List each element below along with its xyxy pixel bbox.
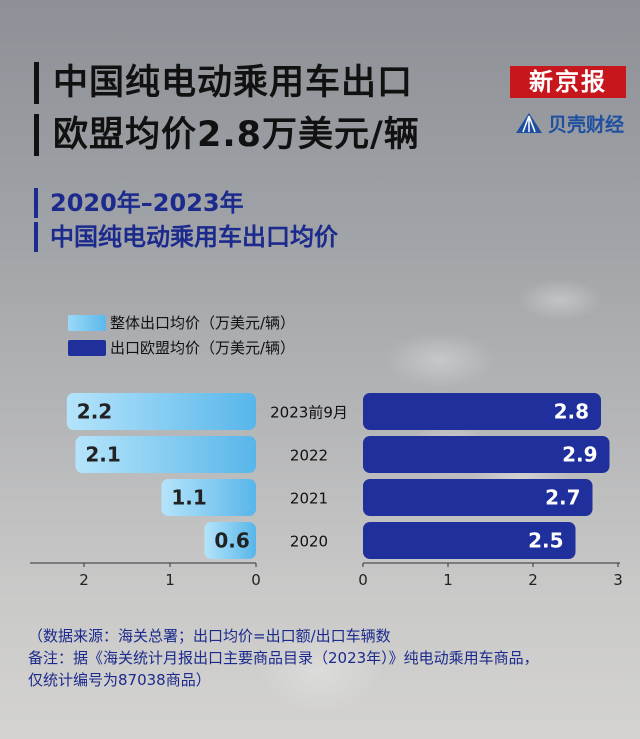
label-eu-2: 2.7 xyxy=(545,486,580,510)
right-tick-label-3: 3 xyxy=(613,571,623,589)
beike-caijing-logo: 贝壳财经 xyxy=(514,110,624,137)
label-eu-3: 2.5 xyxy=(528,529,563,553)
legend-eu: 出口欧盟均价（万美元/辆） xyxy=(68,337,295,358)
left-tick-label-0: 2 xyxy=(79,571,89,589)
bar-eu-1 xyxy=(363,436,610,473)
main-title-line1: 中国纯电动乘用车出口 xyxy=(34,62,413,104)
bar-overall-3 xyxy=(204,522,256,559)
legend-label-eu: 出口欧盟均价（万美元/辆） xyxy=(110,339,296,357)
main-title-line2: 欧盟均价2.8万美元/辆 xyxy=(34,114,420,156)
legend-swatch-eu xyxy=(68,339,106,356)
bar-overall-2 xyxy=(161,479,256,516)
label-overall-2: 1.1 xyxy=(171,486,206,510)
beike-caijing-text: 贝壳财经 xyxy=(548,114,625,136)
category-label-1: 2022 xyxy=(290,447,328,465)
left-tick-label-2: 0 xyxy=(251,571,261,589)
chart-subtitle: 中国纯电动乘用车出口均价 xyxy=(34,222,338,252)
legend-label-overall: 整体出口均价（万美元/辆） xyxy=(110,314,296,332)
bar-eu-0 xyxy=(363,393,601,430)
bar-eu-2 xyxy=(363,479,593,516)
bar-eu-3 xyxy=(363,522,576,559)
category-label-0: 2023前9月 xyxy=(270,404,348,422)
remark-line1: 备注：据《海关统计月报出口主要商品目录（2023年）》纯电动乘用车商品， xyxy=(28,649,539,667)
right-tick-label-1: 1 xyxy=(443,571,453,589)
chart-title: 2020年–2023年 xyxy=(34,188,244,218)
bar-overall-0 xyxy=(66,393,256,430)
bar-overall-1 xyxy=(75,436,257,473)
label-eu-0: 2.8 xyxy=(554,400,589,424)
category-label-3: 2020 xyxy=(290,533,328,551)
xinjingbao-logo: 新京报 xyxy=(510,66,626,98)
label-overall-1: 2.1 xyxy=(85,443,120,467)
right-tick-label-2: 2 xyxy=(528,571,538,589)
source-note: （数据来源：海关总署；出口均价=出口额/出口车辆数 xyxy=(28,627,391,645)
category-label-2: 2021 xyxy=(290,490,328,508)
legend-swatch-overall xyxy=(68,314,106,331)
remark-line2: 仅统计编号为87038商品） xyxy=(28,671,211,689)
label-overall-3: 0.6 xyxy=(214,529,249,553)
left-tick-label-1: 1 xyxy=(165,571,175,589)
legend-overall: 整体出口均价（万美元/辆） xyxy=(68,312,295,333)
label-overall-0: 2.2 xyxy=(77,400,112,424)
right-tick-label-0: 0 xyxy=(358,571,368,589)
label-eu-1: 2.9 xyxy=(562,443,597,467)
shell-icon xyxy=(516,112,542,133)
